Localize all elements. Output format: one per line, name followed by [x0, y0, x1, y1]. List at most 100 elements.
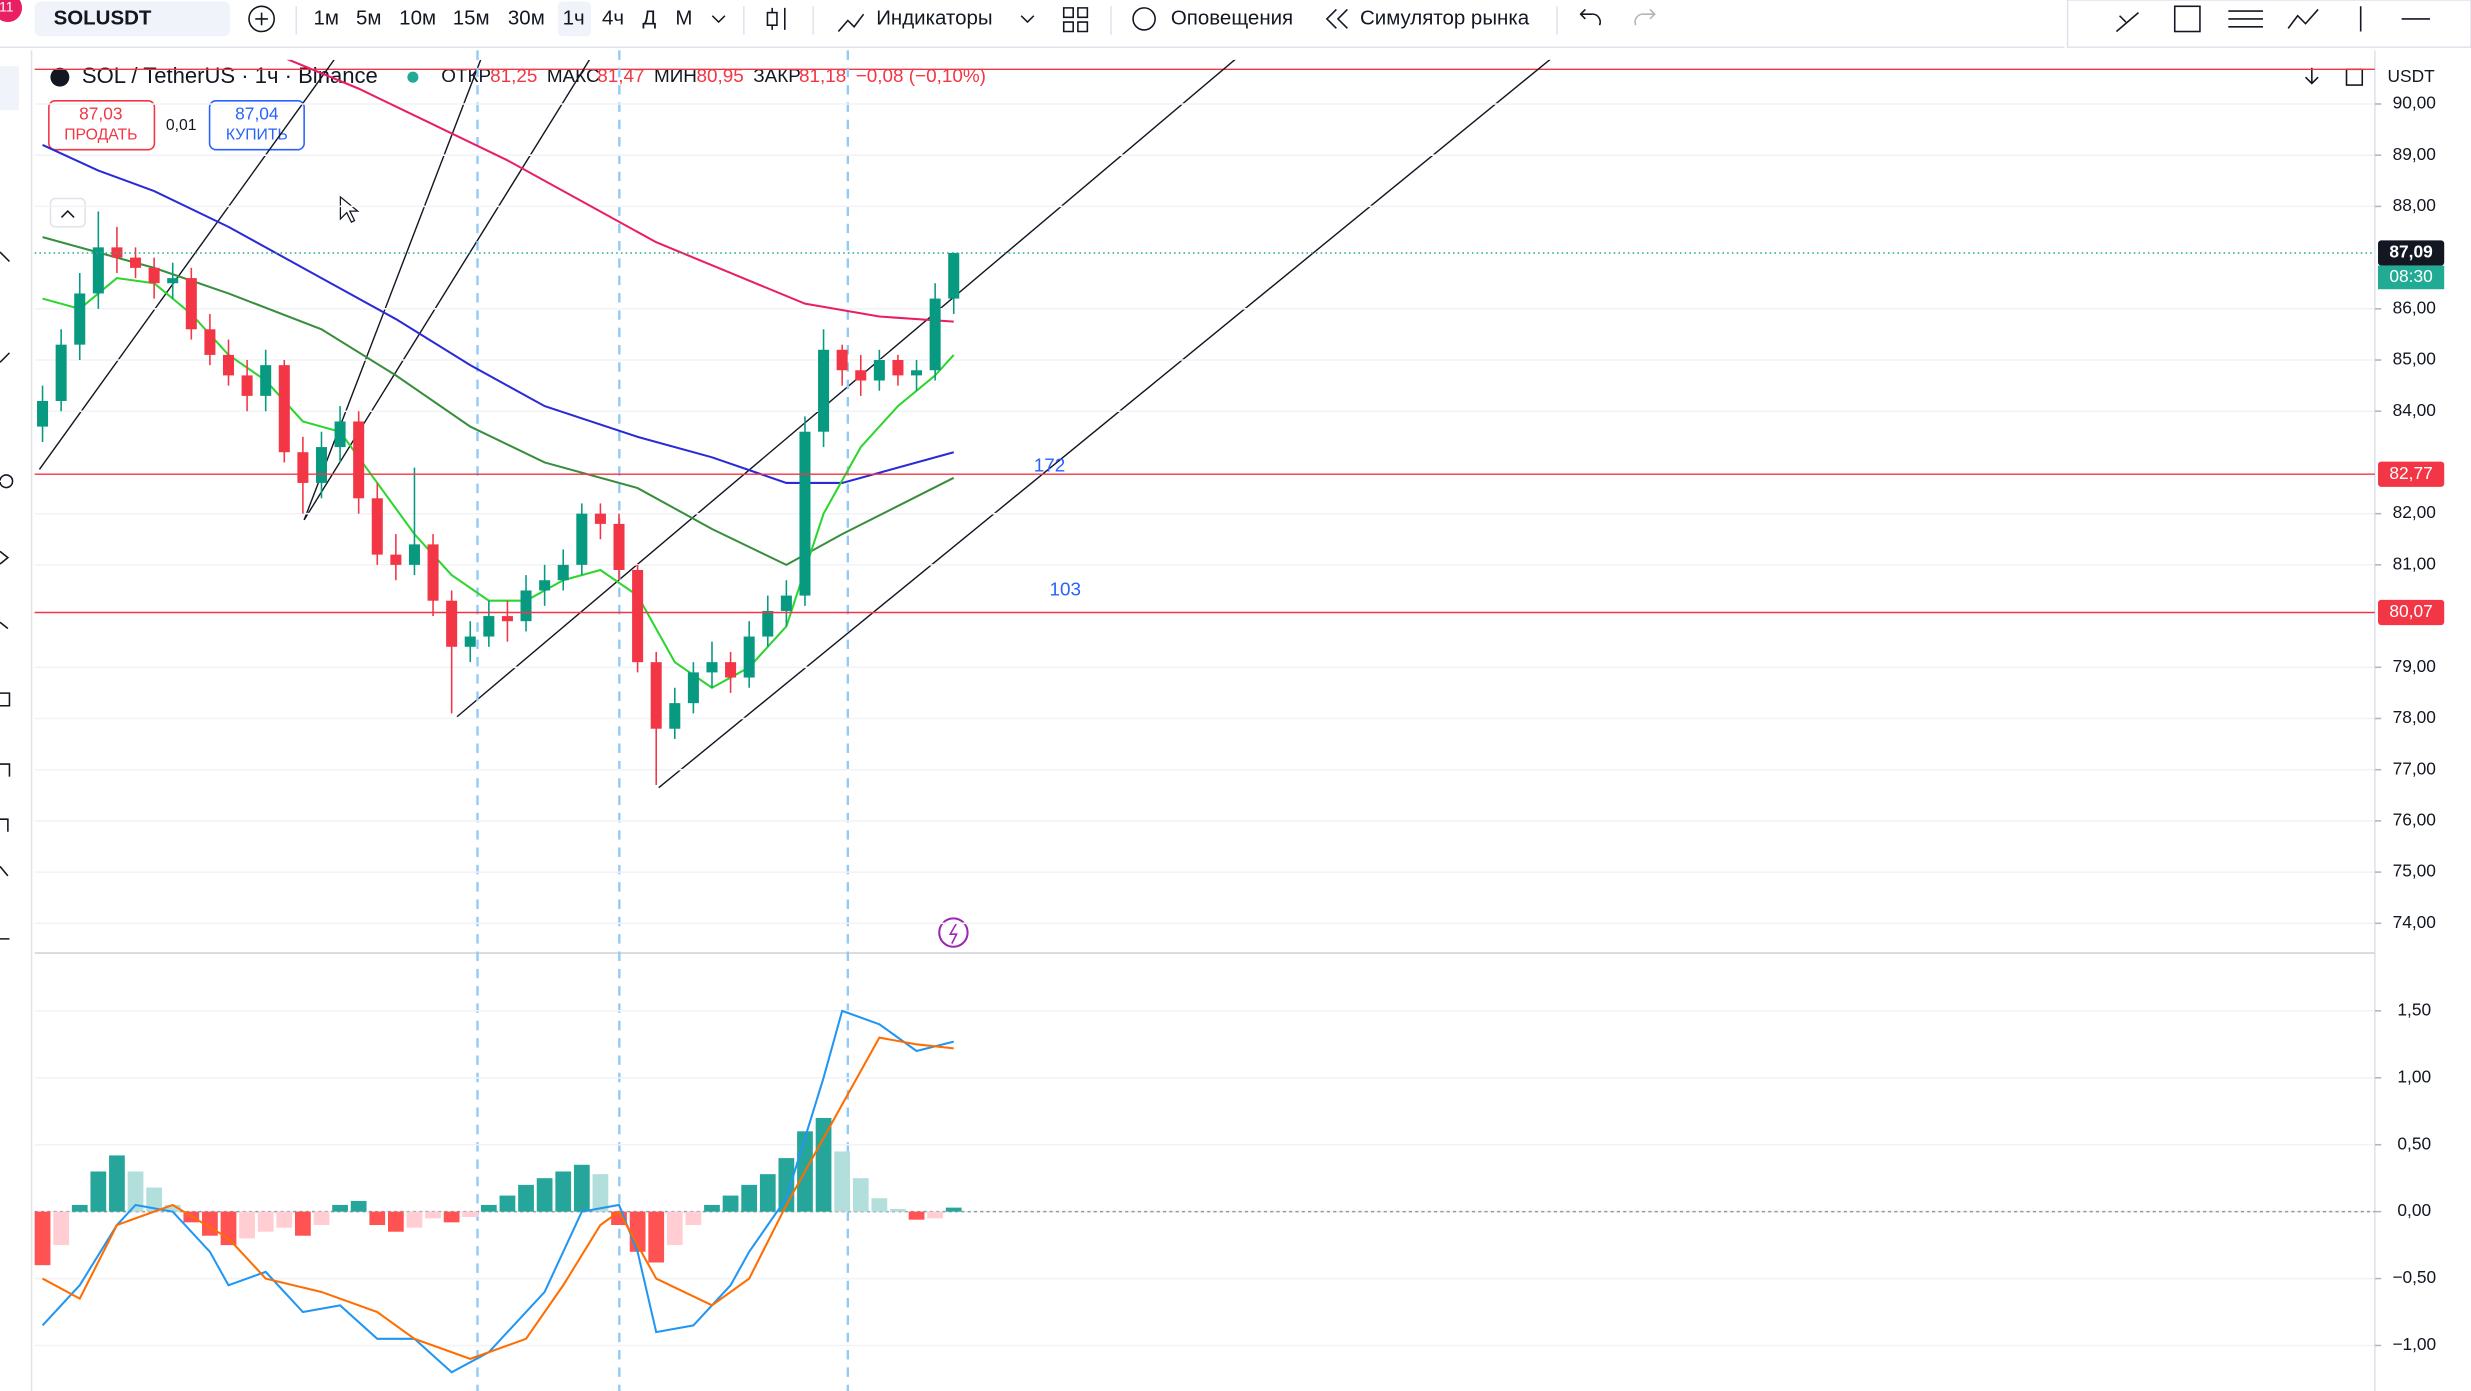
candle-body	[315, 447, 327, 483]
candle-body	[743, 636, 755, 678]
chevron[interactable]	[711, 15, 726, 24]
histogram-bar	[815, 1117, 832, 1212]
countdown-badge	[2378, 265, 2445, 290]
badge-text: 11	[0, 0, 14, 16]
buy-label[interactable]: КУПИТЬ	[226, 127, 288, 144]
trendline	[658, 59, 1551, 789]
histogram-bar	[34, 1211, 51, 1266]
replay[interactable]: Симулятор рынка	[1360, 6, 1530, 29]
candle-body	[483, 616, 495, 637]
redo-icon[interactable]	[1634, 8, 1656, 26]
interval[interactable]: 1м	[313, 6, 338, 29]
y-tick-label: 1,50	[2397, 999, 2431, 1019]
price-badge	[2378, 461, 2445, 487]
histogram-bar	[239, 1211, 255, 1239]
alerts-icon[interactable]	[1132, 7, 1156, 31]
price-badge-label: 80,07	[2389, 601, 2432, 621]
draw-tool[interactable]	[2287, 8, 2319, 29]
interval[interactable]: 1ч	[563, 6, 585, 29]
candle-body	[74, 293, 86, 345]
price-pane	[34, 59, 2375, 925]
candle-body	[855, 370, 867, 381]
candle-body	[371, 498, 383, 555]
chart-type-icon	[766, 11, 778, 26]
sell-button[interactable]	[48, 100, 156, 151]
annotation: 172	[1034, 455, 1066, 476]
y-tick-label: 76,00	[2393, 809, 2436, 829]
candle-body	[501, 616, 513, 622]
replay-icon[interactable]	[1325, 8, 1348, 29]
histogram-bar	[332, 1204, 348, 1212]
buy-button[interactable]	[208, 100, 305, 151]
plot: 90,00 89,00 88,00 86,00 85,00 84,00 82,00 81,00…	[34, 59, 2445, 1374]
undo-icon[interactable]	[1579, 8, 1601, 26]
layouts-icon[interactable]	[1062, 7, 1089, 33]
interval[interactable]: Д	[642, 6, 656, 29]
symbol-box[interactable]	[34, 1, 231, 37]
active-interval	[557, 1, 591, 37]
y-tick-label: −1,00	[2392, 1334, 2436, 1354]
histogram-bar	[592, 1174, 609, 1212]
left-tool[interactable]	[0, 66, 19, 111]
histogram-bar	[685, 1211, 702, 1226]
candle-body	[911, 370, 923, 376]
collapse-icon	[60, 209, 75, 218]
draw-tool[interactable]	[2359, 6, 2431, 32]
interval[interactable]: 4ч	[602, 6, 624, 29]
histogram-bar	[406, 1211, 423, 1228]
y-tick-label: 77,00	[2393, 758, 2436, 778]
symbol[interactable]: SOLUSDT	[54, 6, 152, 29]
candle-body	[762, 610, 774, 637]
candle-body	[576, 513, 588, 565]
legend-value: 81,25	[490, 66, 537, 87]
interval[interactable]: 30м	[508, 6, 545, 29]
draw-tool[interactable]	[2228, 10, 2263, 28]
candle-body	[650, 662, 662, 729]
histogram-bar	[759, 1174, 776, 1212]
currency[interactable]: USDT	[2388, 66, 2436, 86]
interval[interactable]: М	[675, 6, 692, 29]
draw-tool[interactable]	[2115, 12, 2139, 33]
sell-label[interactable]: ПРОДАТЬ	[64, 127, 137, 144]
add-symbol-icon[interactable]	[248, 5, 275, 33]
histogram-bar	[71, 1204, 88, 1212]
chevron[interactable]	[1020, 15, 1035, 24]
interval[interactable]: 5м	[356, 6, 381, 29]
legend-value: 80,95	[697, 66, 744, 87]
event-icon[interactable]	[938, 917, 969, 948]
interval[interactable]: 15м	[453, 6, 490, 29]
buy-price[interactable]: 87,04	[235, 104, 279, 124]
interval[interactable]: 10м	[399, 6, 436, 29]
histogram-bar	[704, 1204, 720, 1212]
alerts[interactable]: Оповещения	[1171, 6, 1293, 29]
candle-body	[892, 360, 904, 376]
candle-body	[278, 365, 290, 453]
legend-value: 81,47	[597, 66, 644, 87]
candle-body	[446, 600, 458, 647]
legend-label: ЗАКР	[753, 66, 801, 87]
draw-tool[interactable]	[2173, 5, 2201, 33]
indicators-icon[interactable]	[837, 13, 865, 33]
histogram-bar	[369, 1211, 386, 1226]
histogram-bar	[945, 1207, 962, 1212]
candle-body	[92, 247, 104, 294]
legend-label: МИН	[654, 66, 697, 87]
histogram-bar	[127, 1171, 144, 1212]
collapse-legend[interactable]	[49, 197, 86, 228]
sell-price[interactable]: 87,03	[79, 104, 122, 124]
left-tools[interactable]	[0, 251, 14, 940]
histogram-bar	[53, 1211, 70, 1246]
trendline	[303, 59, 482, 521]
macd-line	[41, 1009, 954, 1374]
price-badge	[2378, 599, 2445, 626]
indicators[interactable]: Индикаторы	[876, 6, 992, 29]
y-tick-label: 1,00	[2397, 1066, 2431, 1086]
fullscreen-icon[interactable]	[2345, 68, 2364, 86]
candle-body	[687, 672, 699, 704]
countdown-label: 08:30	[2389, 266, 2432, 286]
candle-body	[780, 595, 792, 611]
histogram-bar	[573, 1164, 590, 1212]
scroll-icon[interactable]	[2304, 67, 2319, 85]
